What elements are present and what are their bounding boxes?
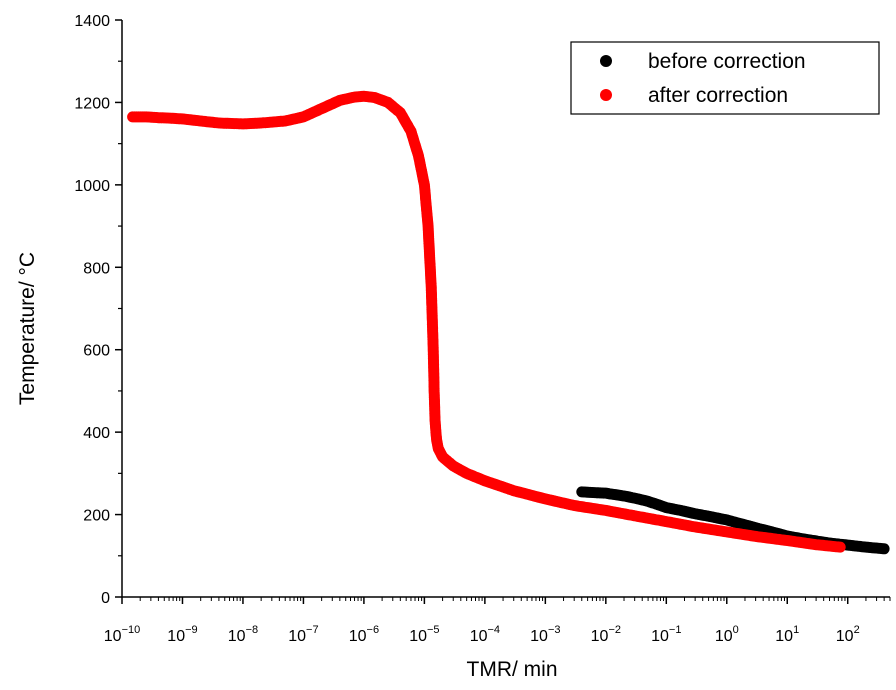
legend-label: after correction: [648, 84, 788, 107]
x-tick-label: 10−2: [591, 624, 621, 645]
y-axis-title: Temperature/ °C: [16, 252, 39, 405]
data-point: [834, 541, 846, 553]
x-tick-label: 10−10: [104, 624, 140, 645]
y-tick-label: 200: [83, 508, 110, 525]
x-tick-label: 10−9: [167, 624, 197, 645]
y-tick-label: 600: [83, 343, 110, 360]
x-tick-label: 101: [775, 624, 799, 645]
legend-marker: [600, 89, 612, 101]
y-tick-label: 1400: [74, 13, 110, 30]
legend-box: [570, 41, 880, 115]
y-tick-label: 0: [101, 590, 110, 607]
legend-marker: [600, 55, 612, 67]
y-tick-label: 400: [83, 425, 110, 442]
x-axis-title: TMR/ min: [467, 658, 558, 681]
series-after-correction: [127, 90, 846, 553]
x-tick-label: 10−1: [651, 624, 681, 645]
series-layer: [127, 90, 890, 555]
legend-label: before correction: [648, 50, 806, 73]
axes: 0 200 400 600 800 1000 1200 1400 10−10 10−9 10−8 10…: [74, 13, 891, 645]
x-tick-label: 102: [836, 624, 860, 645]
y-tick-label: 1200: [74, 95, 110, 112]
data-point: [878, 543, 890, 555]
y-tick-label: 800: [83, 260, 110, 277]
series-before-correction: [576, 486, 890, 555]
x-tick-label: 10−4: [470, 624, 500, 645]
x-tick-label: 10−6: [349, 624, 379, 645]
y-tick-label: 1000: [74, 178, 110, 195]
x-tick-label: 10−8: [228, 624, 258, 645]
x-tick-label: 10−5: [409, 624, 439, 645]
x-tick-label: 10−7: [288, 624, 318, 645]
legend: before correction after correction: [570, 41, 880, 115]
x-tick-label: 100: [715, 624, 739, 645]
x-tick-label: 10−3: [530, 624, 560, 645]
